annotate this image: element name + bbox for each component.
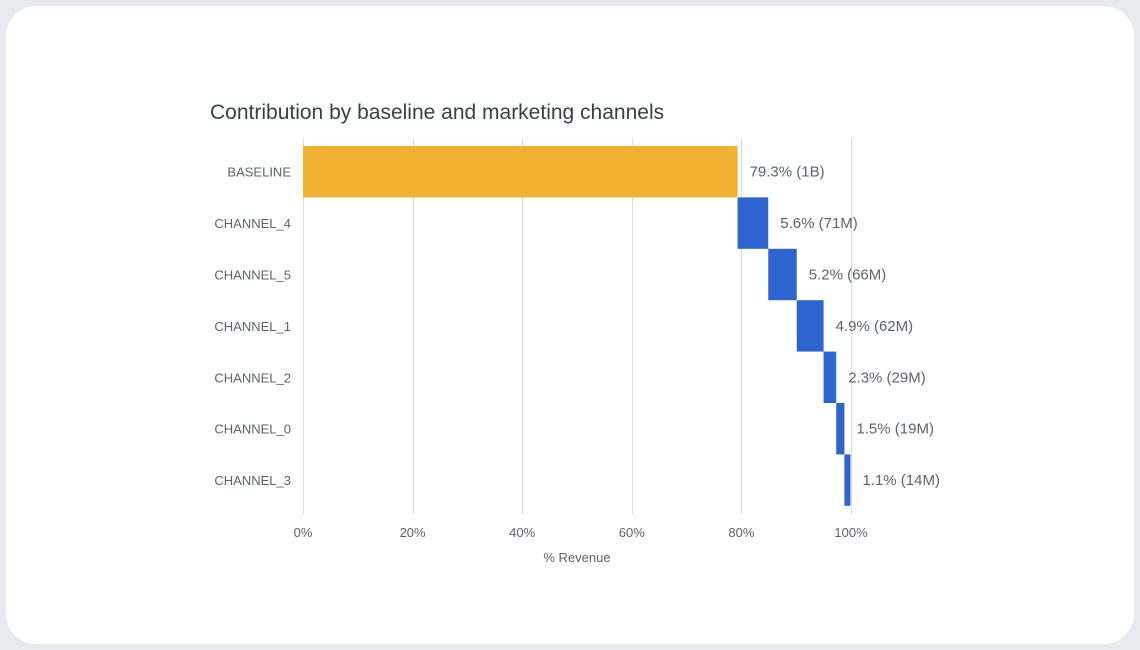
category-label: CHANNEL_3 [214, 473, 291, 488]
bar-channel-5 [768, 248, 797, 301]
category-labels: BASELINE CHANNEL_4 CHANNEL_5 CHANNEL_1 CHANN… [214, 165, 291, 488]
chart-title: Contribution by baseline and marketing c… [210, 101, 665, 124]
x-tick-label: 20% [400, 525, 426, 540]
bar-channel-3 [844, 454, 851, 506]
x-tick-labels: 0% 20% 40% 60% 80% 100% [294, 525, 868, 540]
category-label: CHANNEL_4 [214, 216, 291, 231]
bar-channel-2 [823, 351, 837, 403]
x-tick-label: 80% [728, 525, 754, 540]
x-axis-title: % Revenue [543, 550, 610, 565]
data-label: 79.3% (1B) [750, 164, 825, 181]
data-label: 4.9% (62M) [836, 318, 914, 335]
bar-channel-4 [737, 197, 769, 249]
bar-channel-1 [796, 300, 824, 352]
x-tick-label: 0% [294, 525, 313, 540]
data-label: 5.6% (71M) [780, 215, 858, 232]
category-label: BASELINE [227, 165, 291, 180]
bar-channel-0 [836, 403, 845, 455]
data-label: 1.1% (14M) [862, 472, 940, 489]
chart-card [6, 6, 1134, 644]
bar-baseline [303, 146, 738, 198]
category-label: CHANNEL_1 [214, 319, 291, 334]
x-tick-label: 60% [619, 525, 645, 540]
category-label: CHANNEL_2 [214, 370, 291, 385]
bars [303, 146, 851, 506]
data-label: 2.3% (29M) [848, 369, 926, 386]
x-tick-label: 100% [834, 525, 868, 540]
category-label: CHANNEL_5 [214, 268, 291, 283]
x-tick-label: 40% [509, 525, 535, 540]
category-label: CHANNEL_0 [214, 422, 291, 437]
data-label: 5.2% (66M) [809, 267, 887, 284]
data-label: 1.5% (19M) [856, 421, 934, 438]
value-labels: 79.3% (1B) 5.6% (71M) 5.2% (66M) 4.9% (62M)… [750, 164, 940, 489]
